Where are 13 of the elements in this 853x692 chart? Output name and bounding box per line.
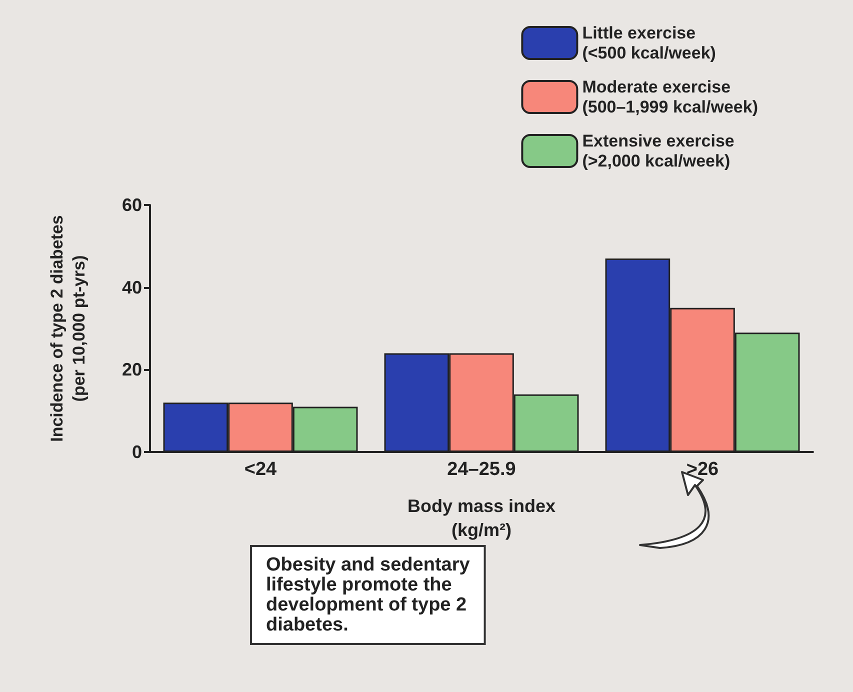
legend-label: Moderate exercise (500–1,999 kcal/week) [582, 78, 758, 116]
x-tick-label: 24–25.9 [447, 459, 516, 480]
x-axis-title: Body mass index (kg/m²) [407, 496, 556, 540]
legend-label: Little exercise (<500 kcal/week) [582, 24, 716, 62]
y-axis-title: Incidence of type 2 diabetes (per 10,000 pt-yrs) [48, 215, 88, 442]
y-tick-label: 40 [122, 277, 142, 298]
x-tick-label: >26 [686, 459, 719, 480]
legend-label: Extensive exercise (>2,000 kcal/week) [582, 132, 734, 170]
x-tick-label: <24 [244, 459, 278, 480]
text: Obesity and sedentary lifestyle promote the development of type 2 diabetes. [266, 554, 470, 636]
y-tick-label: 20 [122, 360, 142, 380]
y-tick-label: 0 [132, 442, 142, 462]
y-tick-label: 60 [122, 195, 142, 215]
